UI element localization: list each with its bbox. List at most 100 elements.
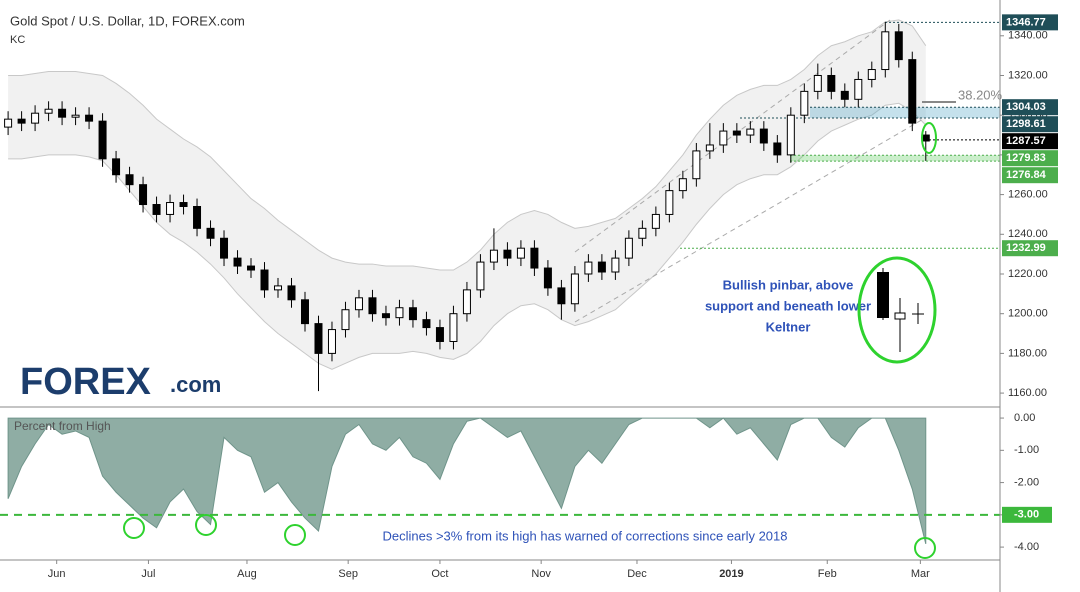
highlight-circle [921,122,937,154]
keltner-upper [8,19,927,271]
level-label: 1287.57 [1006,135,1046,147]
level-label: 1232.99 [1006,242,1046,254]
x-tick-label: Nov [531,568,551,580]
candle-body [921,134,930,142]
y-tick-label: 1160.00 [1008,387,1047,399]
highlight-circle [914,537,936,559]
y-tick-label: -2.00 [1014,476,1039,488]
indicator-label: KC [10,34,25,46]
candle-body [638,227,647,239]
candle-body [179,202,188,207]
level-box [1002,150,1058,167]
highlight-circle [857,256,937,364]
highlight-circle [123,517,145,539]
x-tick-label: Jun [48,568,66,580]
logo-suffix: .com [170,372,221,397]
candle-body [759,128,768,144]
x-tick-label: 2019 [719,568,743,580]
candle-body [287,285,296,301]
candle-body [193,206,202,229]
y-tick-label: 1240.00 [1008,228,1048,240]
y-tick-label: -4.00 [1014,541,1039,553]
logo-brand: FOREX [20,361,152,403]
candle-body [85,114,94,122]
panel-title: Percent from High [14,419,111,433]
y-tick-label: 1260.00 [1008,188,1048,200]
candle-body [139,184,148,206]
candle-body [341,309,350,331]
candle-body [449,313,458,342]
candle-body [665,190,674,215]
candle-body [503,249,512,259]
candle-body [543,267,552,289]
level-box [1002,167,1058,184]
candle-body [800,90,809,116]
candle-body [557,287,566,305]
candle-body [773,142,782,156]
candle-body [840,90,849,100]
candle-body [112,158,121,176]
area [7,417,927,544]
candle-body [651,213,660,229]
candle-body [435,327,444,342]
candle-body [611,257,620,273]
candle-body [908,59,917,124]
candle-body [368,297,377,315]
candle-body [166,202,175,215]
candle-body [71,114,80,118]
candle-body [881,31,890,71]
x-tick-label: Sep [338,568,358,580]
candle-body [260,269,269,291]
pinbar-note: Keltner [766,319,811,334]
candle-body [58,108,67,118]
x-tick-label: Aug [237,568,257,580]
inset-candle [877,272,889,318]
level-box [1002,99,1058,116]
candle-body [44,108,53,114]
level-zone [790,155,1000,162]
candle-body [705,144,714,152]
candle-body [300,299,309,325]
candle-body [408,307,417,321]
candle-body [395,307,404,319]
candle-body [476,261,485,291]
front-layer: 1160.00 1180.00 1200.00 1220.00 1240.00 1260.… [0,14,1058,580]
candle-body [274,285,283,291]
candle-body [719,130,728,146]
candle-body [854,78,863,100]
candle-body [867,69,876,80]
candle-body [827,74,836,92]
fib-label: 38.20% [958,87,1003,102]
level-zone [810,107,1000,118]
candle-body [327,329,336,354]
candle-body [894,31,903,61]
candle-body [381,313,390,319]
candle-body [247,265,256,271]
threshold-box [1002,506,1052,523]
candle-body [489,249,498,263]
x-tick-label: Dec [627,568,647,580]
candle-body [597,261,606,273]
candle-body [584,261,593,275]
candle-body [516,247,525,259]
level-box [1002,133,1058,150]
candle-body [125,174,134,186]
candle-body [314,323,323,354]
candle-body [31,112,40,124]
inset-candle [894,312,906,320]
level-label: 1346.77 [1006,16,1046,28]
candle-body [152,204,161,215]
back-layer [7,19,1000,544]
y-tick-label: 1340.00 [1008,30,1048,42]
pinbar-note: support and beneath lower [705,298,871,313]
pinbar-illustration [857,256,937,364]
candle-body [462,289,471,315]
level-label: 1298.61 [1006,118,1046,130]
level-label: 1304.03 [1006,101,1046,113]
candle-body [692,150,701,180]
highlight-circle [284,524,306,546]
y-tick-label: 1220.00 [1008,268,1048,280]
x-tick-label: Mar [911,568,930,580]
channel-line [574,19,891,253]
candle-body [746,128,755,136]
